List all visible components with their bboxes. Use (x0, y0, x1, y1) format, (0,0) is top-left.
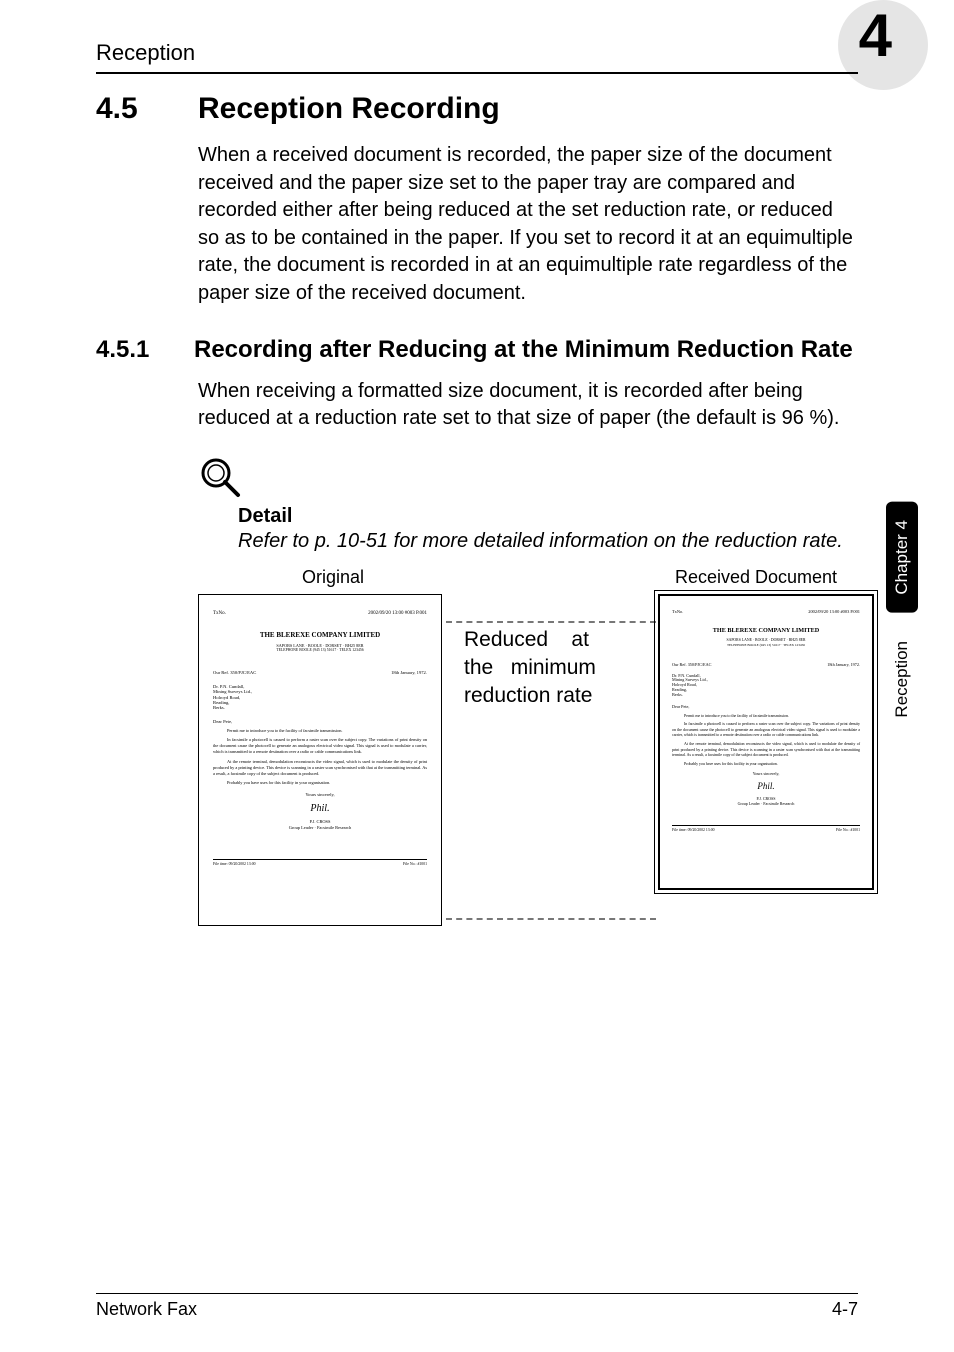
detail-heading: Detail (238, 505, 858, 528)
letter-foot-right: File No.: #1001 (836, 828, 860, 833)
letter-body: Permit me to introduce you to the facili… (672, 713, 860, 719)
running-head: Reception (96, 40, 195, 66)
subsection-title: Recording after Reducing at the Minimum … (194, 336, 853, 364)
letter-body: In facsimile a photocell is caused to pe… (213, 737, 427, 755)
footer-right: 4-7 (832, 1299, 858, 1320)
letter-hdr-left: TxNo. (213, 610, 226, 617)
figure-label-received: Received Document (638, 567, 874, 588)
letter-signature: Phil. (310, 803, 329, 814)
header-rule (96, 72, 858, 74)
received-document: TxNo. 2002/09/20 13:00 #003 P.001 THE BL… (658, 594, 874, 890)
original-document: TxNo. 2002/09/20 13:00 #003 P.001 THE BL… (198, 594, 442, 926)
section-title: Reception Recording (198, 92, 500, 126)
letter-signature: Phil. (757, 781, 774, 791)
subsection-number: 4.5.1 (96, 336, 172, 364)
letter-body: At the remote terminal, demodulation rec… (213, 759, 427, 777)
footer-rule (96, 1293, 858, 1294)
figure-mid-line: Reduced at (464, 626, 632, 654)
letter-role: Group Leader · Facsimile Research (213, 825, 427, 831)
side-tab-section: Reception (886, 623, 918, 736)
chapter-number: 4 (859, 12, 892, 60)
letter-body: Permit me to introduce you to the facili… (213, 728, 427, 734)
letter-foot-left: File time: 09/20/2002 13:00 (672, 828, 715, 833)
letter-ref-left: Our Ref. 350/PJC/EAC (672, 662, 711, 668)
letter-closing: Yours sincerely, (213, 792, 427, 798)
letter-addr2: TELEPHONE BOOLE (945 13) 51617 · TELEX 1… (213, 648, 427, 653)
letter-ref-left: Our Ref. 350/PJC/EAC (213, 670, 256, 676)
letter-body: At the remote terminal, demodulation rec… (672, 741, 860, 758)
side-tab-chapter: Chapter 4 (886, 502, 918, 613)
letter-foot-right: File No.: #1001 (403, 862, 427, 867)
letter-ref-right: 18th January, 1972. (391, 670, 427, 676)
letter-hdr-right: 2002/09/20 13:00 #003 P.001 (808, 609, 860, 615)
letter-addr2: TELEPHONE BOOLE (945 13) 51617 · TELEX 1… (672, 643, 860, 648)
letter-to-line: Berks. (213, 705, 427, 710)
letter-salutation: Dear Pete, (213, 719, 427, 725)
letter-hdr-left: TxNo. (672, 609, 683, 615)
figure-mid-caption: Reduced at the minimum reduction rate (442, 594, 638, 926)
footer-left: Network Fax (96, 1299, 197, 1320)
letter-company: THE BLEREXE COMPANY LIMITED (672, 627, 860, 636)
letter-role: Group Leader · Facsimile Research (672, 801, 860, 807)
letter-closing: Yours sincerely, (672, 771, 860, 777)
letter-body: In facsimile a photocell is caused to pe… (672, 721, 860, 738)
reduction-figure: Original Received Document TxNo. 2002/09… (198, 567, 874, 926)
letter-body: Probably you have uses for this facility… (213, 780, 427, 786)
letter-body: Probably you have uses for this facility… (672, 761, 860, 767)
section-paragraph: When a received document is recorded, th… (198, 142, 858, 308)
section-number: 4.5 (96, 92, 172, 126)
detail-text: Refer to p. 10-51 for more detailed info… (238, 530, 858, 553)
figure-label-original: Original (198, 567, 468, 588)
magnifier-icon (198, 455, 242, 499)
letter-salutation: Dear Pete, (672, 704, 860, 710)
figure-mid-line: the minimum (464, 654, 632, 682)
letter-company: THE BLEREXE COMPANY LIMITED (213, 631, 427, 641)
figure-mid-line: reduction rate (464, 682, 632, 710)
letter-foot-left: File time: 09/20/2002 13:00 (213, 862, 256, 867)
letter-to-line: Berks. (672, 693, 860, 698)
letter-ref-right: 18th January, 1972. (827, 662, 860, 668)
subsection-paragraph: When receiving a formatted size document… (198, 378, 858, 433)
letter-hdr-right: 2002/09/20 13:00 #003 P.001 (368, 610, 427, 617)
